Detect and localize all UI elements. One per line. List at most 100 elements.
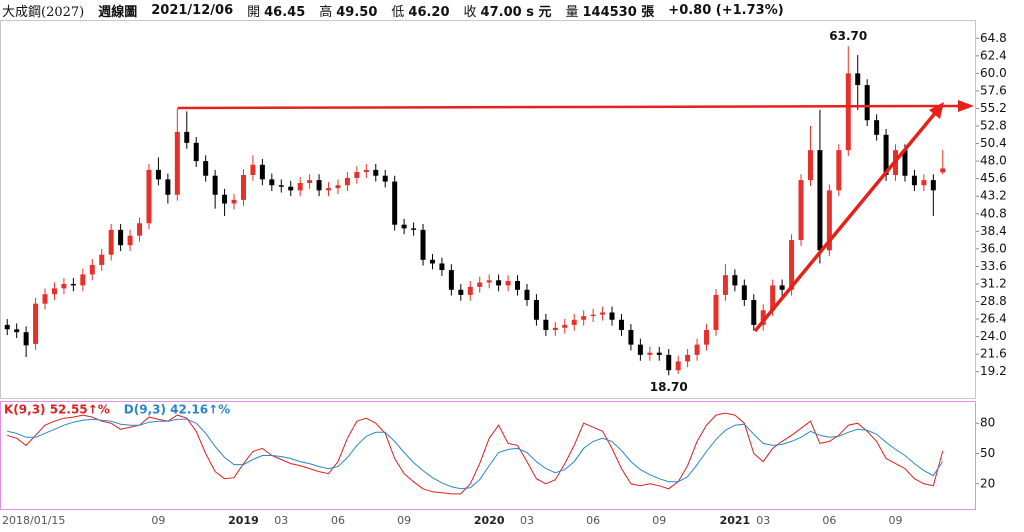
- candle-body: [581, 316, 587, 320]
- date: 2021/12/06: [151, 2, 234, 18]
- kd-line: [7, 412, 944, 495]
- candle-body: [855, 73, 861, 86]
- candle-body: [628, 330, 634, 345]
- candle-body: [704, 330, 710, 345]
- support-line: [753, 110, 938, 333]
- candle-body: [4, 324, 10, 330]
- candle-body: [524, 289, 530, 301]
- y-tick-label: 52.8: [980, 119, 1007, 133]
- candle-body: [193, 142, 199, 162]
- candle-body: [42, 294, 48, 304]
- candle-body: [486, 280, 492, 283]
- candle-body: [174, 131, 180, 195]
- header-bar: 大成鋼(2027) 週線圖 2021/12/06 開 46.45 高 49.50 低 46.20…: [0, 0, 1024, 20]
- y-tick-label: 57.6: [980, 83, 1007, 97]
- candle-body: [467, 286, 473, 295]
- candle-body: [354, 172, 360, 178]
- candle-body: [751, 300, 757, 325]
- candle-body: [505, 281, 511, 286]
- candle-body: [203, 161, 209, 176]
- candle-body: [911, 175, 917, 186]
- y-tick-label: 24.0: [980, 329, 1007, 343]
- x-tick-label: 09: [652, 514, 666, 527]
- y-tick-label: 33.6: [980, 259, 1007, 273]
- candle-body: [278, 185, 284, 187]
- candle-body: [836, 150, 842, 191]
- price-panel-frame: [0, 20, 976, 399]
- candle-body: [600, 312, 606, 315]
- candle-body: [798, 180, 804, 241]
- candle-body: [326, 188, 332, 191]
- quote-item: 收 47.00 s 元: [464, 1, 552, 20]
- candle-body: [675, 361, 681, 371]
- candle-body: [732, 275, 738, 286]
- y-tick-label: 64.8: [980, 31, 1007, 45]
- candle-body: [33, 303, 39, 344]
- candle-body: [845, 73, 851, 151]
- x-tick-label: 06: [586, 514, 600, 527]
- l: 量: [565, 4, 579, 20]
- candle-body: [51, 288, 57, 295]
- y-tick-label: 21.6: [980, 347, 1007, 361]
- candle-body: [89, 264, 95, 275]
- candle-body: [382, 175, 388, 182]
- low-annotation: 18.70: [650, 380, 688, 394]
- candle-body: [477, 282, 483, 287]
- x-tick-label: 09: [889, 514, 903, 527]
- candle-body: [618, 319, 624, 331]
- y-tick-label: 38.4: [980, 224, 1007, 238]
- x-tick-label: 03: [520, 514, 534, 527]
- y-tick-label: 55.2: [980, 101, 1007, 115]
- candle-body: [779, 285, 785, 290]
- x-tick-label: 2018/01/15: [2, 514, 65, 527]
- candle-body: [458, 289, 464, 295]
- candle-body: [741, 285, 747, 301]
- candle-body: [240, 175, 246, 200]
- candle-body: [118, 229, 124, 246]
- y-tick-label: 28.8: [980, 294, 1007, 308]
- legend-entry: K(9,3) 52.55↑%: [4, 403, 110, 417]
- legend-entry: D(9,3) 42.16↑%: [124, 403, 230, 417]
- y-tick-label: 50: [980, 446, 995, 460]
- candle-body: [864, 85, 870, 121]
- candle-body: [373, 169, 379, 176]
- candle-body: [817, 150, 823, 251]
- v: 47.00 s 元: [480, 4, 552, 20]
- candle-body: [552, 327, 558, 331]
- candle-body: [694, 344, 700, 355]
- trend-lines: [177, 100, 974, 333]
- arrow-head: [929, 102, 944, 119]
- candle-body: [656, 352, 662, 355]
- y-tick-label: 50.4: [980, 136, 1007, 150]
- candle-body: [429, 259, 435, 264]
- x-tick-label: 2019: [228, 514, 259, 527]
- candle-body: [874, 120, 880, 135]
- candle-body: [940, 168, 946, 173]
- candle-body: [448, 270, 454, 290]
- l: 開: [247, 4, 261, 20]
- y-tick-label: 45.6: [980, 171, 1007, 185]
- candle-body: [930, 180, 936, 191]
- candle-body: [722, 275, 728, 295]
- y-tick-label: 19.2: [980, 364, 1007, 378]
- arrow-head: [958, 100, 974, 112]
- candle-body: [420, 229, 426, 260]
- candle-body: [250, 164, 256, 176]
- y-tick-label: 20: [980, 476, 995, 490]
- x-tick-label: 09: [397, 514, 411, 527]
- candle-body: [344, 177, 350, 186]
- candle-body: [411, 228, 417, 230]
- candle-body: [165, 179, 171, 195]
- stock: 大成鋼(2027): [2, 4, 85, 20]
- y-tick-label: 43.2: [980, 189, 1007, 203]
- l: 低: [391, 4, 405, 20]
- y-tick-label: 80: [980, 416, 995, 430]
- candle-body: [760, 310, 766, 325]
- x-tick-label: 06: [331, 514, 345, 527]
- candle-body: [496, 280, 502, 286]
- v: 49.50: [336, 4, 378, 20]
- candle-body: [826, 190, 832, 251]
- x-tick-label: 2020: [474, 514, 505, 527]
